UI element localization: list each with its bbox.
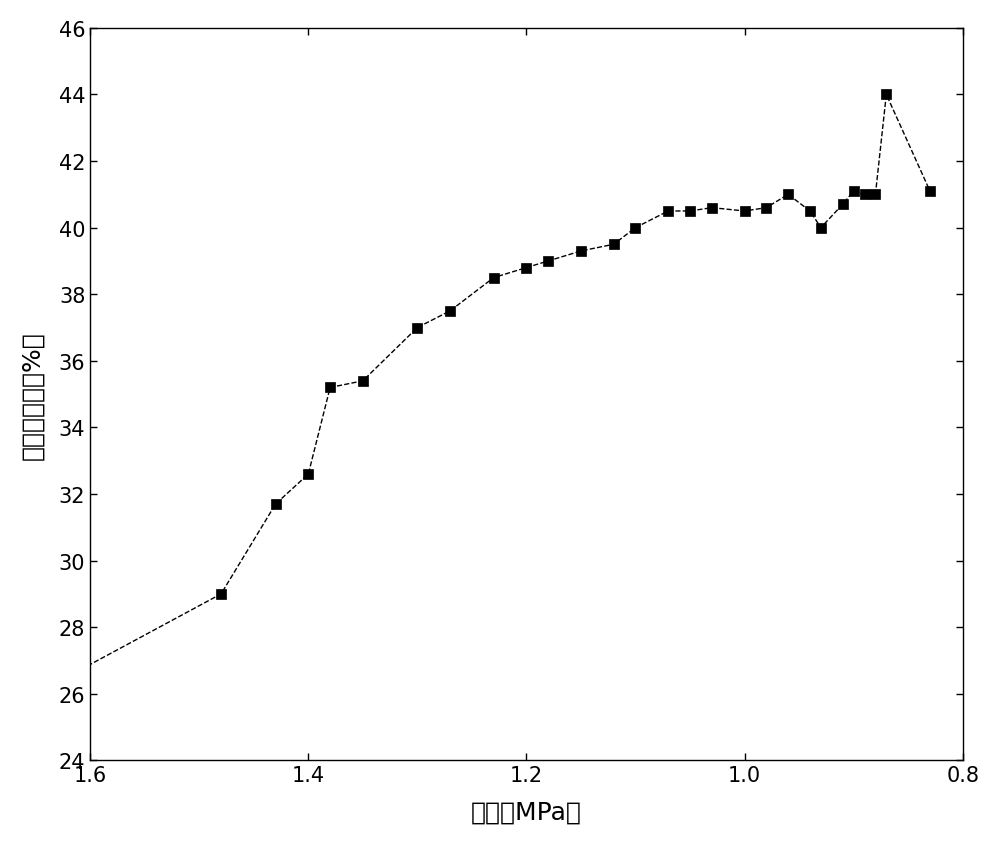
Y-axis label: 含水饱和度（%）: 含水饱和度（%） [21, 330, 45, 459]
X-axis label: 压力（MPa）: 压力（MPa） [471, 799, 582, 823]
